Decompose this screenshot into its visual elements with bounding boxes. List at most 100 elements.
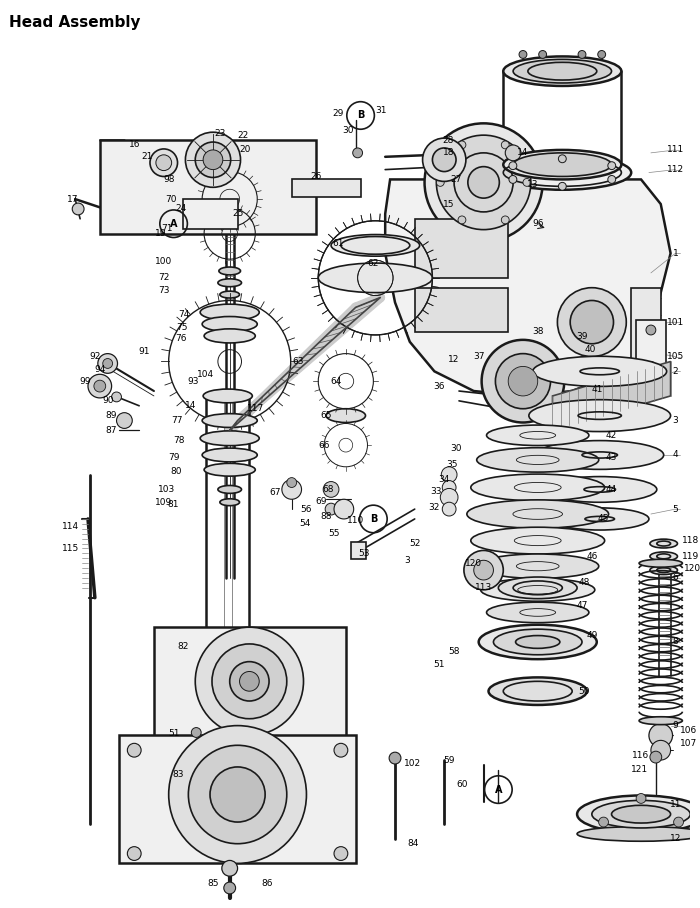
Circle shape (212, 644, 287, 719)
Text: 61: 61 (332, 239, 344, 248)
Ellipse shape (202, 448, 258, 462)
Circle shape (191, 727, 201, 737)
Ellipse shape (220, 498, 239, 506)
Ellipse shape (486, 602, 589, 623)
Text: 104: 104 (197, 370, 214, 379)
Text: 68: 68 (323, 485, 334, 494)
Ellipse shape (542, 477, 657, 502)
Text: 67: 67 (270, 488, 281, 497)
Circle shape (116, 412, 132, 429)
Text: 19: 19 (155, 229, 167, 238)
Ellipse shape (331, 234, 419, 256)
Circle shape (103, 359, 113, 369)
Text: 54: 54 (299, 519, 310, 528)
Text: 103: 103 (158, 485, 175, 494)
Ellipse shape (639, 716, 682, 725)
Circle shape (441, 467, 457, 482)
Text: 52: 52 (409, 539, 421, 548)
Text: 80: 80 (171, 468, 182, 476)
Text: 110: 110 (347, 517, 364, 526)
Text: 49: 49 (586, 630, 598, 639)
Circle shape (608, 175, 616, 183)
Text: 18: 18 (443, 148, 455, 157)
Circle shape (326, 503, 337, 515)
Circle shape (72, 203, 84, 215)
Text: 107: 107 (680, 739, 697, 748)
Circle shape (433, 148, 456, 172)
Circle shape (442, 502, 456, 516)
Circle shape (509, 175, 517, 183)
Circle shape (334, 499, 354, 519)
Text: 46: 46 (586, 552, 598, 561)
Text: 20: 20 (240, 145, 251, 154)
Text: 53: 53 (358, 549, 370, 558)
Bar (636, 321, 666, 374)
Text: 89: 89 (106, 411, 118, 420)
Circle shape (458, 216, 466, 224)
Circle shape (508, 367, 538, 396)
Text: 112: 112 (667, 165, 684, 174)
Ellipse shape (533, 356, 666, 387)
Text: 34: 34 (438, 475, 450, 484)
Text: 96: 96 (532, 219, 543, 228)
Text: 83: 83 (173, 770, 184, 779)
Text: 38: 38 (532, 328, 543, 337)
Circle shape (509, 162, 517, 170)
Circle shape (505, 145, 521, 161)
Text: 75: 75 (176, 322, 187, 331)
Bar (154, 627, 346, 745)
Text: 33: 33 (430, 487, 442, 496)
Text: 40: 40 (584, 345, 596, 354)
Circle shape (230, 662, 269, 701)
Circle shape (127, 846, 141, 861)
Circle shape (651, 740, 671, 760)
Circle shape (127, 744, 141, 757)
Circle shape (440, 489, 458, 506)
Ellipse shape (639, 559, 682, 568)
Bar (414, 219, 508, 278)
Ellipse shape (471, 474, 605, 501)
Text: 88: 88 (321, 512, 332, 521)
Ellipse shape (498, 577, 577, 598)
Circle shape (559, 183, 566, 191)
Circle shape (88, 374, 111, 398)
Text: 109: 109 (155, 498, 172, 507)
Text: 15: 15 (443, 200, 455, 209)
Text: 17: 17 (66, 194, 78, 203)
Text: 101: 101 (667, 318, 684, 327)
Ellipse shape (202, 317, 258, 331)
Circle shape (287, 478, 297, 488)
Circle shape (94, 380, 106, 392)
Text: 31: 31 (375, 106, 387, 115)
Text: A: A (170, 219, 177, 229)
Text: 28: 28 (442, 135, 454, 144)
Ellipse shape (592, 801, 690, 828)
Text: 58: 58 (448, 647, 460, 656)
Ellipse shape (577, 795, 700, 833)
Text: 4: 4 (673, 450, 678, 459)
Circle shape (598, 817, 608, 827)
Circle shape (282, 479, 302, 499)
Circle shape (389, 752, 401, 764)
Circle shape (334, 846, 348, 861)
Text: 90: 90 (102, 397, 113, 405)
Ellipse shape (477, 554, 598, 578)
Text: 9: 9 (673, 721, 678, 730)
Text: 60: 60 (456, 780, 468, 789)
Text: 79: 79 (168, 453, 179, 462)
Text: 65: 65 (321, 411, 332, 420)
Circle shape (98, 353, 118, 373)
Circle shape (464, 550, 503, 590)
Text: 84: 84 (407, 839, 419, 848)
Text: 73: 73 (158, 286, 169, 295)
Bar (183, 199, 237, 229)
Text: 30: 30 (450, 444, 462, 452)
Bar (414, 288, 508, 332)
Circle shape (570, 301, 613, 344)
Circle shape (496, 353, 550, 409)
Text: 41: 41 (591, 385, 603, 393)
Circle shape (195, 627, 304, 735)
Text: 26: 26 (311, 172, 322, 181)
Text: 93: 93 (188, 377, 199, 386)
Ellipse shape (204, 329, 256, 343)
